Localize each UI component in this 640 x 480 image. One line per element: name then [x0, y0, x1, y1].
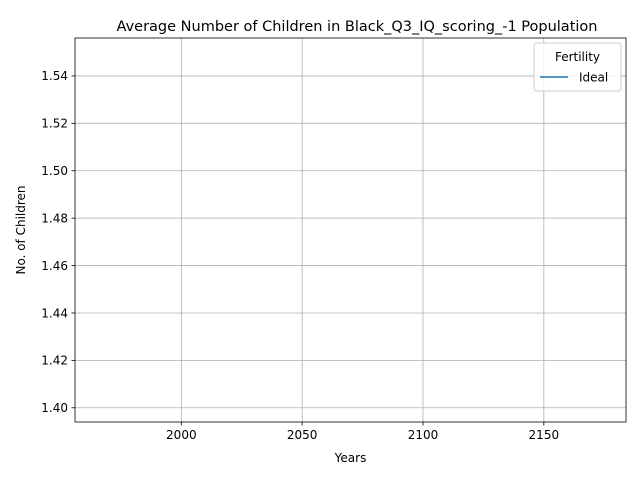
legend-title: Fertility	[555, 50, 600, 64]
y-tick-label: 1.46	[41, 259, 68, 273]
y-tick-label: 1.40	[41, 401, 68, 415]
x-axis-ticks: 2000 2050 2100 2150	[166, 422, 559, 442]
y-tick-label: 1.44	[41, 306, 68, 320]
x-tick-label: 2150	[529, 428, 560, 442]
plot-frame	[74, 37, 627, 423]
x-tick-label: 2100	[408, 428, 439, 442]
y-tick-label: 1.52	[41, 117, 68, 131]
x-tick-label: 2050	[287, 428, 318, 442]
x-axis-label: Years	[334, 451, 367, 465]
y-tick-label: 1.50	[41, 164, 68, 178]
y-tick-label: 1.48	[41, 211, 68, 225]
chart-title: Average Number of Children in Black_Q3_I…	[117, 19, 598, 35]
legend: Fertility Ideal	[533, 42, 622, 92]
legend-label-ideal: Ideal	[579, 71, 608, 85]
x-tick-label: 2000	[166, 428, 197, 442]
y-tick-label: 1.42	[41, 354, 68, 368]
y-tick-label: 1.54	[41, 69, 68, 83]
legend-box	[533, 42, 622, 92]
y-axis-label: No. of Children	[14, 185, 28, 274]
y-axis-ticks: 1.40 1.42 1.44 1.46 1.48 1.50 1.52 1.54	[41, 69, 75, 415]
grid	[75, 38, 626, 422]
